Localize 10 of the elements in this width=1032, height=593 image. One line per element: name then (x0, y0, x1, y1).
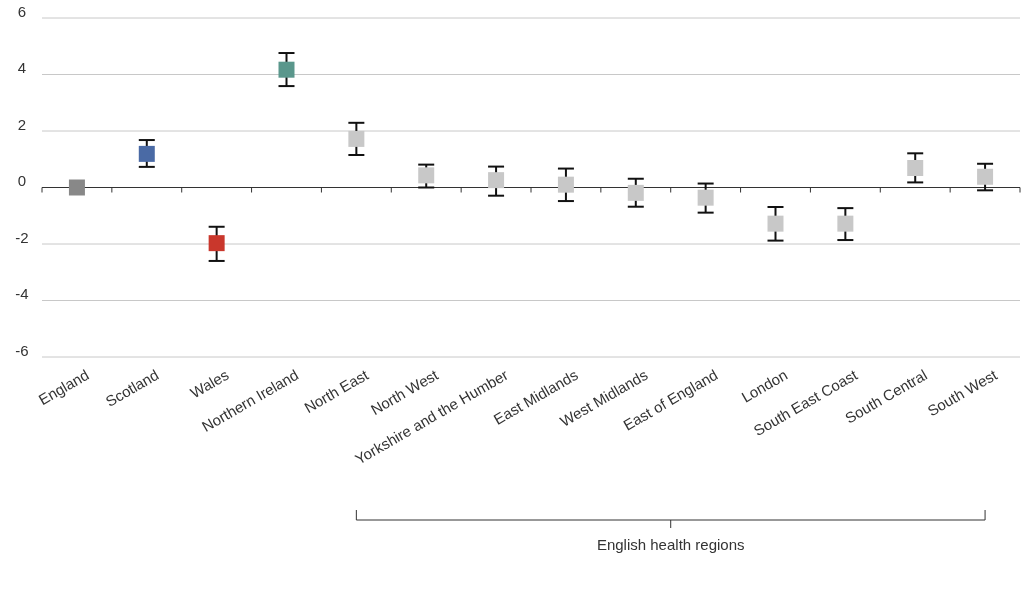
text: English health regions (596, 536, 745, 553)
y-tick-label: 0 (17, 172, 27, 189)
x-tick-label: North East (301, 365, 372, 417)
x-tick-label: Wales (187, 365, 232, 402)
y-tick-label: 2 (17, 115, 27, 133)
y-tick-label: -6 (15, 341, 29, 359)
y-tick-label: -4 (15, 285, 29, 302)
y-tick-label: -2 (15, 228, 29, 246)
y-tick-label: 4 (17, 59, 27, 76)
y-tick-label: 6 (17, 2, 27, 20)
